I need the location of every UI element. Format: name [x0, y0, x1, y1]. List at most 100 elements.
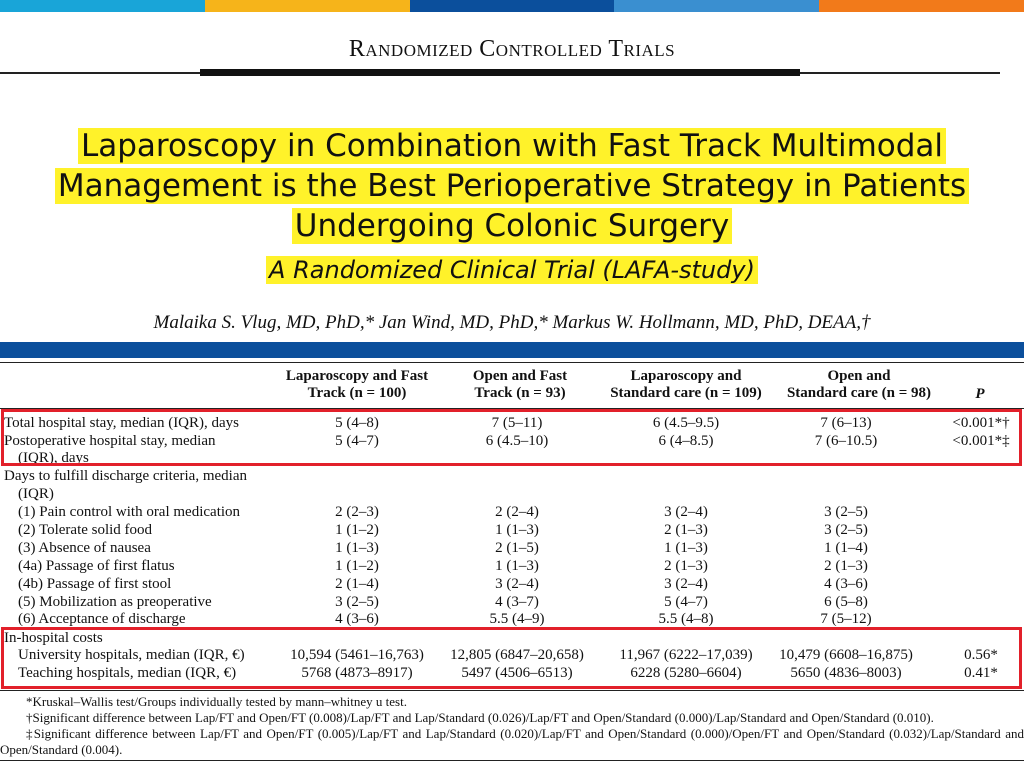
cell-flatus-lap-ft: 1 (1–2)	[335, 558, 379, 574]
cell-stool-open-ft: 3 (2–4)	[495, 576, 539, 592]
top-color-bar	[0, 0, 1024, 12]
footnote-significance-postop: ‡Significant difference between Lap/FT a…	[0, 726, 1024, 757]
title-line-3: Undergoing Colonic Surgery	[291, 208, 733, 244]
column-header-open-standard: Open and Standard care (n = 98)	[776, 368, 942, 402]
cell-pain-open-ft: 2 (2–4)	[495, 504, 539, 520]
color-segment-1	[0, 0, 205, 12]
cell-postop-lap-ft: 5 (4–7)	[335, 433, 379, 449]
column-header-line: P	[975, 386, 985, 402]
column-header-line: Open and Fast	[472, 368, 568, 384]
footnote-kruskal-wallis: *Kruskal–Wallis test/Groups individually…	[26, 694, 407, 709]
cell-teaching-p: 0.41*	[964, 665, 998, 681]
cell-stool-open-standard: 4 (3–6)	[824, 576, 868, 592]
header-rule-thick	[200, 69, 800, 76]
cell-acceptance-open-standard: 7 (5–12)	[820, 611, 872, 627]
cell-nausea-open-ft: 2 (1–5)	[495, 540, 539, 556]
cell-stool-lap-standard: 3 (2–4)	[664, 576, 708, 592]
cell-teaching-open-ft: 5497 (4506–6513)	[461, 665, 573, 681]
cell-food-lap-standard: 2 (1–3)	[664, 522, 708, 538]
cell-flatus-open-standard: 2 (1–3)	[824, 558, 868, 574]
cell-food-open-standard: 3 (2–5)	[824, 522, 868, 538]
row-label-pain-control: (1) Pain control with oral medication	[18, 504, 241, 520]
cell-flatus-open-ft: 1 (1–3)	[495, 558, 539, 574]
paper-title: Laparoscopy in Combination with Fast Tra…	[30, 126, 994, 246]
cell-mobilization-open-standard: 6 (5–8)	[824, 594, 868, 610]
cell-university-lap-ft: 10,594 (5461–16,763)	[290, 647, 424, 663]
row-label-discharge-criteria: Days to fulfill discharge criteria, medi…	[4, 468, 247, 484]
row-label-total-stay: Total hospital stay, median (IQR), days	[4, 415, 240, 431]
column-header-line: Track (n = 93)	[474, 385, 566, 401]
column-header-lap-standard: Laparoscopy and Standard care (n = 109)	[598, 368, 774, 402]
row-label-discharge-criteria-cont: (IQR)	[18, 486, 54, 502]
cell-postop-lap-standard: 6 (4–8.5)	[658, 433, 714, 449]
cell-acceptance-open-ft: 5.5 (4–9)	[489, 611, 545, 627]
title-line-1: Laparoscopy in Combination with Fast Tra…	[77, 128, 947, 164]
title-line-2: Management is the Best Perioperative Str…	[54, 168, 970, 204]
color-segment-5	[819, 0, 1024, 12]
row-label-acceptance: (6) Acceptance of discharge	[18, 611, 186, 627]
cell-total-stay-lap-standard: 6 (4.5–9.5)	[652, 415, 720, 431]
cell-mobilization-open-ft: 4 (3–7)	[495, 594, 539, 610]
table-top-rule	[0, 362, 1024, 363]
cell-teaching-lap-ft: 5768 (4873–8917)	[301, 665, 413, 681]
column-header-lap-ft: Laparoscopy and Fast Track (n = 100)	[272, 368, 442, 402]
row-label-solid-food: (2) Tolerate solid food	[18, 522, 153, 538]
cell-acceptance-lap-ft: 4 (3–6)	[335, 611, 379, 627]
cell-university-p: 0.56*	[964, 647, 998, 663]
footnote-significance-total: †Significant difference between Lap/FT a…	[26, 710, 934, 725]
row-label-mobilization: (5) Mobilization as preoperative	[18, 594, 212, 610]
cell-nausea-lap-ft: 1 (1–3)	[335, 540, 379, 556]
cell-total-stay-p: <0.001*†	[952, 415, 1010, 431]
column-header-line: Laparoscopy and	[630, 368, 742, 384]
cell-university-lap-standard: 11,967 (6222–17,039)	[619, 647, 753, 663]
journal-section-header: Randomized Controlled Trials	[348, 36, 676, 62]
cell-flatus-lap-standard: 2 (1–3)	[664, 558, 708, 574]
author-list: Malaika S. Vlug, MD, PhD,* Jan Wind, MD,…	[153, 312, 871, 333]
cell-postop-p: <0.001*‡	[952, 433, 1010, 449]
cell-teaching-lap-standard: 6228 (5280–6604)	[630, 665, 742, 681]
row-label-flatus: (4a) Passage of first flatus	[18, 558, 175, 574]
column-header-line: Standard care (n = 109)	[610, 385, 762, 401]
subtitle-text: A Randomized Clinical Trial (LAFA-study)	[266, 256, 758, 284]
cell-mobilization-lap-standard: 5 (4–7)	[664, 594, 708, 610]
highlight-box-hospital-stay	[1, 409, 1022, 466]
column-header-line: Track (n = 100)	[307, 385, 407, 401]
cell-university-open-ft: 12,805 (6847–20,658)	[450, 647, 584, 663]
cell-total-stay-open-ft: 7 (5–11)	[491, 415, 543, 431]
cell-food-open-ft: 1 (1–3)	[495, 522, 539, 538]
color-segment-2	[204, 0, 410, 12]
row-label-nausea: (3) Absence of nausea	[18, 540, 151, 556]
cell-nausea-lap-standard: 1 (1–3)	[664, 540, 708, 556]
cell-food-lap-ft: 1 (1–2)	[335, 522, 379, 538]
cell-total-stay-open-standard: 7 (6–13)	[820, 415, 872, 431]
row-label-university: University hospitals, median (IQR, €)	[18, 647, 245, 663]
highlight-box-costs	[1, 627, 1022, 689]
paper-subtitle: A Randomized Clinical Trial (LAFA-study)	[0, 256, 1024, 284]
row-label-teaching: Teaching hospitals, median (IQR, €)	[18, 665, 237, 681]
row-label-costs: In-hospital costs	[4, 630, 103, 646]
column-header-line: Laparoscopy and Fast	[285, 368, 429, 384]
table-bottom-rule	[0, 690, 1024, 691]
column-header-p: P	[955, 386, 1005, 403]
cell-pain-open-standard: 3 (2–5)	[824, 504, 868, 520]
cell-total-stay-lap-ft: 5 (4–8)	[335, 415, 379, 431]
column-header-rule	[0, 408, 1024, 409]
cell-stool-lap-ft: 2 (1–4)	[335, 576, 379, 592]
cell-nausea-open-standard: 1 (1–4)	[824, 540, 868, 556]
cell-pain-lap-ft: 2 (2–3)	[335, 504, 379, 520]
color-segment-3	[409, 0, 615, 12]
cell-mobilization-lap-ft: 3 (2–5)	[335, 594, 379, 610]
column-header-line: Open and	[827, 368, 891, 384]
cell-university-open-standard: 10,479 (6608–16,875)	[779, 647, 913, 663]
row-label-stool: (4b) Passage of first stool	[18, 576, 172, 592]
cell-teaching-open-standard: 5650 (4836–8003)	[790, 665, 902, 681]
cell-postop-open-ft: 6 (4.5–10)	[485, 433, 549, 449]
footnote-end-rule	[0, 760, 1024, 761]
row-label-postop-stay-cont: (IQR), days	[18, 450, 89, 466]
blue-band	[0, 342, 1024, 358]
cell-postop-open-standard: 7 (6–10.5)	[814, 433, 878, 449]
cell-acceptance-lap-standard: 5.5 (4–8)	[658, 611, 714, 627]
row-label-postop-stay: Postoperative hospital stay, median	[4, 433, 216, 449]
column-header-line: Standard care (n = 98)	[786, 385, 932, 401]
column-header-open-ft: Open and Fast Track (n = 93)	[450, 368, 590, 402]
